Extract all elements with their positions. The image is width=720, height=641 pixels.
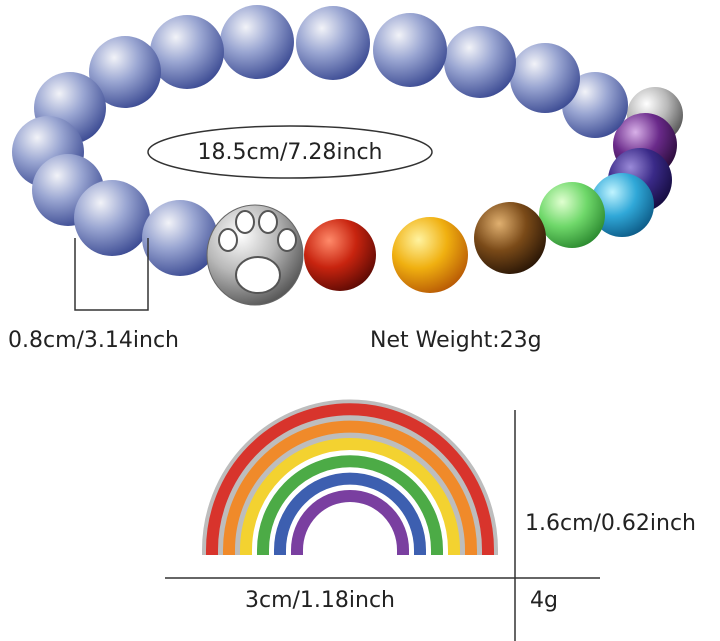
paw-toe (218, 228, 238, 252)
pin-weight-label: 4g (530, 588, 558, 613)
measure-ellipse (147, 125, 433, 179)
bead (220, 5, 294, 79)
bead (590, 173, 654, 237)
paw-toe (235, 210, 255, 234)
bead (562, 72, 628, 138)
rainbow-pin (202, 399, 498, 571)
rainbow-band (257, 455, 443, 555)
rainbow-band (223, 420, 477, 555)
paw-toe (258, 210, 278, 234)
bead (392, 217, 468, 293)
paw-toe (277, 228, 297, 252)
bracelet (12, 5, 683, 306)
rainbow-band (274, 472, 426, 555)
bead (373, 13, 447, 87)
bead (74, 180, 150, 256)
bead (539, 182, 605, 248)
bead-size-label: 0.8cm/3.14inch (8, 328, 179, 353)
rainbow-band (206, 403, 494, 555)
pin-width-label: 3cm/1.18inch (245, 588, 395, 613)
pin-height-label: 1.6cm/0.62inch (525, 511, 696, 536)
rainbow-band (240, 438, 460, 555)
bead (296, 6, 370, 80)
weight-label: Net Weight:23g (370, 328, 542, 353)
bead (150, 15, 224, 89)
bead (510, 43, 580, 113)
bead (89, 36, 161, 108)
bead (142, 200, 218, 276)
bead (474, 202, 546, 274)
rainbow-band (291, 489, 409, 555)
circumference-label: 18.5cm/7.28inch (197, 140, 382, 165)
bead (444, 26, 516, 98)
paw-pad (235, 256, 281, 294)
bead (304, 219, 376, 291)
bead-bracket (74, 238, 149, 311)
